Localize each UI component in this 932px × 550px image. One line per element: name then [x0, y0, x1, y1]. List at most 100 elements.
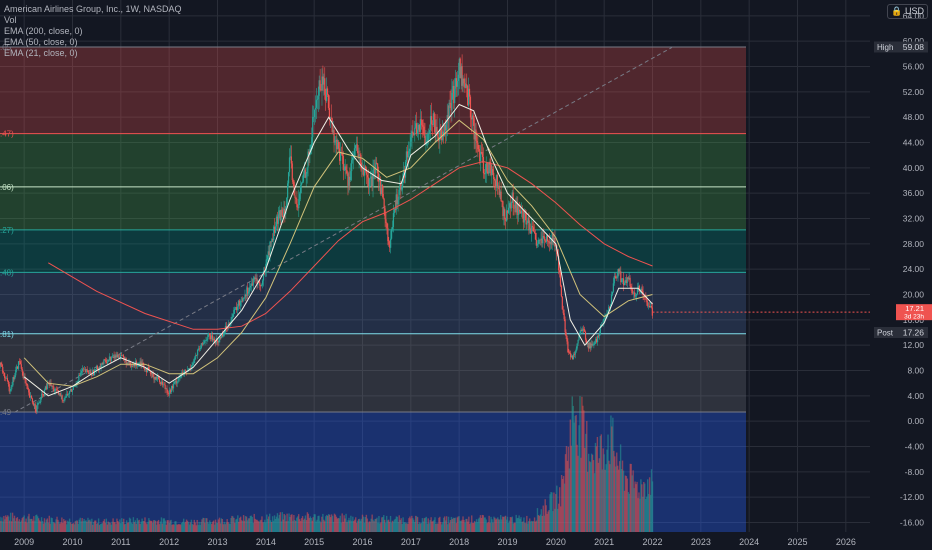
candle-body: [308, 151, 310, 156]
volume-bar: [536, 508, 539, 532]
ema-50-label[interactable]: EMA (50, close, 0): [4, 37, 78, 47]
fib-level-label: .27): [0, 226, 14, 235]
trendline[interactable]: [14, 47, 673, 413]
volume-bar: [643, 481, 645, 532]
volume-bar: [530, 521, 532, 532]
volume-bar: [308, 518, 311, 532]
volume-bar: [139, 523, 141, 532]
lock-icon: 🔒: [891, 6, 903, 16]
volume-bar: [501, 519, 503, 532]
candle-body: [508, 203, 511, 208]
candle-body: [350, 171, 352, 180]
volume-label[interactable]: Vol: [4, 15, 17, 25]
volume-bar: [480, 517, 483, 532]
candle-body: [121, 355, 124, 356]
time-tick-label: 2024: [739, 537, 759, 547]
volume-bar: [548, 510, 550, 532]
price-axis[interactable]: 64.00 60.00 56.00 52.00 48.00 44.00 40.00 36.00…: [870, 0, 932, 550]
candle-body: [583, 328, 585, 330]
volume-bar: [474, 522, 477, 532]
currency-badge[interactable]: 🔒 USD: [887, 4, 928, 19]
candle-body: [295, 197, 297, 199]
volume-bar: [94, 520, 96, 532]
symbol-title[interactable]: American Airlines Group, Inc., 1W, NASDA…: [4, 4, 182, 14]
candle-body: [74, 386, 76, 387]
volume-bar: [380, 522, 382, 532]
volume-bar: [72, 523, 75, 532]
ema-21-label[interactable]: EMA (21, close, 0): [4, 48, 78, 58]
candle-body: [320, 89, 322, 91]
volume-bar: [498, 519, 500, 532]
volume-bar: [350, 515, 352, 532]
candle-body: [632, 292, 634, 294]
volume-bar: [328, 514, 331, 532]
volume-bar: [334, 514, 337, 532]
volume-bar: [95, 520, 97, 532]
volume-bar: [253, 513, 255, 532]
candle-body: [335, 139, 337, 142]
candle-body: [437, 131, 439, 139]
candle-body: [17, 361, 20, 369]
time-tick-label: 2010: [62, 537, 82, 547]
candle-body: [528, 217, 530, 231]
volume-bar: [295, 520, 297, 532]
candle-body: [371, 176, 373, 188]
candle-body: [399, 182, 401, 190]
volume-bar: [298, 514, 300, 532]
time-axis[interactable]: 2009 2010 2011 2012 2013 2014 2015 2016 2017 2018…: [0, 532, 932, 550]
volume-bar: [628, 493, 630, 532]
candle-body: [386, 222, 388, 228]
volume-bar: [549, 494, 551, 532]
volume-bar: [165, 524, 167, 532]
candle-body: [507, 207, 510, 213]
candle-body: [120, 355, 122, 358]
volume-bar: [269, 513, 271, 532]
volume-bar: [13, 515, 16, 532]
volume-bar: [342, 521, 344, 532]
volume-bar: [463, 519, 465, 532]
candle-body: [262, 270, 265, 281]
volume-bar: [140, 521, 142, 532]
candle-body: [13, 377, 15, 379]
candle-body: [546, 235, 549, 242]
volume-bar: [84, 520, 86, 532]
candle-body: [474, 129, 476, 140]
volume-bar: [593, 473, 596, 532]
volume-bar: [410, 518, 412, 532]
volume-bar: [67, 521, 70, 532]
volume-bar: [198, 521, 200, 532]
volume-bar: [320, 522, 322, 532]
volume-bar: [650, 469, 653, 532]
volume-bar: [589, 462, 592, 532]
volume-bar: [240, 520, 243, 532]
candle-body: [254, 277, 256, 279]
volume-bar: [607, 434, 609, 532]
volume-bar: [62, 522, 64, 532]
volume-bar: [186, 520, 189, 532]
candle-body: [616, 277, 618, 279]
volume-bar: [325, 516, 327, 532]
volume-bar: [460, 520, 462, 532]
volume-bar: [113, 522, 115, 532]
candle-body: [29, 395, 32, 398]
candle-body: [107, 361, 109, 364]
volume-bar: [630, 463, 632, 532]
volume-bar: [263, 522, 265, 532]
volume-bar: [567, 446, 570, 532]
ema-200-label[interactable]: EMA (200, close, 0): [4, 26, 83, 36]
volume-bar: [218, 517, 221, 532]
candle-body: [478, 149, 480, 152]
volume-bar: [541, 515, 543, 532]
volume-bar: [273, 515, 276, 532]
candle-body: [604, 317, 606, 319]
fib-retracement[interactable]: .05 .47) .06) .27) .48) .81) .49: [0, 43, 746, 532]
candle-body: [563, 313, 565, 320]
volume-bar: [592, 460, 595, 532]
volume-bar: [297, 516, 299, 532]
volume-bar: [582, 405, 584, 532]
volume-bar: [560, 474, 563, 532]
candle-body: [374, 167, 376, 174]
volume-bar: [390, 522, 393, 532]
volume-bar: [34, 520, 36, 532]
volume-bar: [264, 519, 266, 532]
